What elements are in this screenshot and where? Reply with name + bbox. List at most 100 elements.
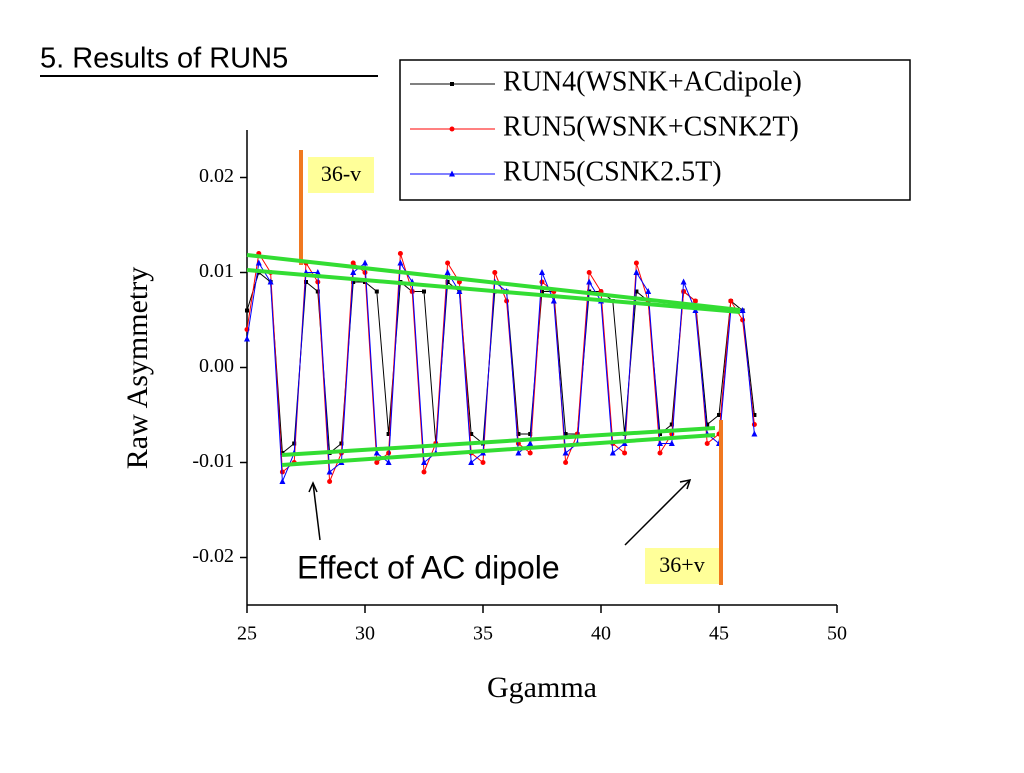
marker [292,441,297,446]
marker [705,422,710,427]
legend-label: RUN5(CSNK2.5T) [503,156,722,187]
marker [386,432,391,436]
marker [279,469,285,475]
legend [399,59,911,201]
annotation: 36+v [659,552,704,577]
y-tick-label: -0.01 [192,450,234,472]
marker [527,440,534,446]
marker [245,308,249,313]
marker [421,459,427,465]
marker [539,279,545,285]
x-tick-label: 40 [591,623,611,645]
marker [740,317,746,323]
marker [397,251,403,256]
label-box [645,548,719,584]
marker [279,478,286,484]
x-tick-label: 50 [827,623,847,645]
marker [469,432,474,436]
marker [315,289,320,294]
marker [634,289,639,294]
slide-title: 5. Results of RUN5 [40,43,288,75]
marker [339,441,344,446]
y-tick-label: -0.02 [192,545,234,567]
marker [752,413,757,417]
arrows [308,479,692,546]
marker [386,450,392,456]
y-tick-label: 0.00 [199,355,234,377]
label-box [308,157,374,193]
marker [315,279,321,285]
marker [421,469,427,475]
marker [680,278,687,285]
marker [633,260,639,266]
marker [586,270,592,275]
marker [255,259,262,266]
marker [362,259,368,266]
marker [751,422,757,427]
marker [563,460,569,465]
legend-label: RUN5(WSNK+CSNK2T) [503,111,799,142]
marker [374,289,379,294]
marker [717,413,721,417]
legend-label: RUN4(WSNK+ACdipole) [503,66,802,97]
marker [609,449,616,456]
marker [449,126,455,132]
marker [422,289,426,294]
marker [374,460,380,465]
marker [622,450,628,456]
marker [586,278,593,285]
marker [658,432,662,436]
marker [445,280,450,284]
marker [516,432,521,436]
marker [528,432,533,436]
marker [373,449,380,456]
marker [704,441,710,446]
marker [669,422,674,427]
x-tick-label: 25 [237,623,257,645]
marker [645,288,652,294]
marker [681,289,687,294]
x-tick-label: 45 [709,623,729,645]
marker [449,170,455,177]
marker [739,307,746,313]
marker [409,289,415,294]
marker [657,440,663,446]
marker [450,82,454,86]
legend-entries: RUN4(WSNK+ACdipole) RUN5(WSNK+CSNK2T) RUN5… [410,66,802,187]
marker [244,335,250,342]
marker [492,270,498,275]
x-tick-label: 30 [355,623,375,645]
marker [314,269,321,275]
marker [633,269,640,275]
marker [445,260,451,266]
marker [468,459,475,465]
marker [540,289,544,294]
marker [539,269,545,275]
marker [304,280,308,284]
x-axis-label: Ggamma [487,671,597,704]
marker [504,298,510,304]
marker [326,468,333,475]
marker [456,288,463,294]
y-tick-label: 0.01 [199,260,234,282]
marker [362,270,368,275]
marker [351,280,356,284]
marker [267,278,274,285]
marker [692,298,698,304]
marker [480,460,486,465]
marker [668,440,675,446]
x-tick-label: 35 [473,623,493,645]
y-axis-label: Raw Asymmetry [121,267,154,470]
marker [444,269,451,275]
marker [350,269,357,275]
marker [562,449,569,456]
envelope-lines [246,253,741,467]
marker [515,449,522,456]
marker [563,432,568,436]
marker [397,259,404,266]
marker [728,298,734,304]
marker [350,260,356,266]
marker [657,450,663,456]
annotation: Effect of AC dipole [297,549,560,585]
